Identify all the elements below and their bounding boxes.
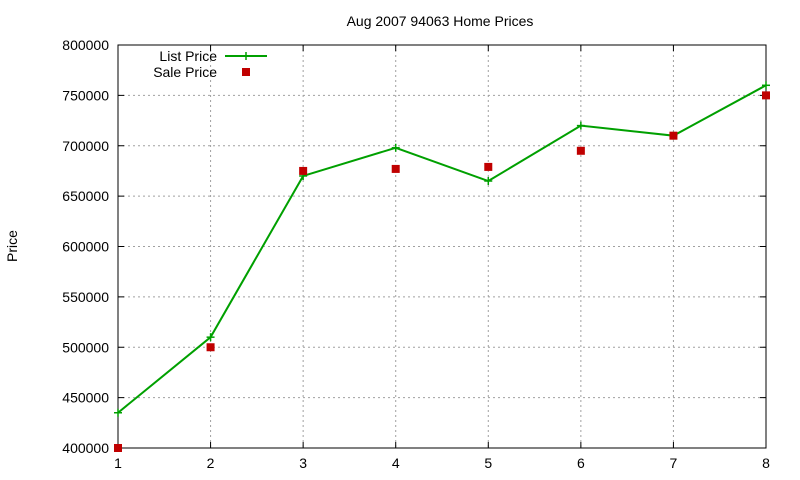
data-point	[762, 81, 770, 90]
y-tick-label: 650000	[62, 188, 109, 204]
data-point	[114, 408, 122, 417]
x-tick-label: 7	[670, 455, 678, 471]
x-tick-label: 5	[484, 455, 492, 471]
data-point	[391, 143, 400, 152]
data-point	[484, 177, 493, 186]
y-tick-label: 550000	[62, 289, 109, 305]
y-tick-label: 450000	[62, 390, 109, 406]
x-tick-label: 6	[577, 455, 585, 471]
legend-label: List Price	[159, 48, 217, 64]
y-tick-label: 400000	[62, 440, 109, 456]
grid	[118, 45, 766, 448]
series-list-price	[114, 81, 770, 417]
y-tick-label: 500000	[62, 339, 109, 355]
data-point	[576, 121, 585, 130]
y-tick-label: 600000	[62, 239, 109, 255]
legend-marker	[242, 52, 250, 60]
legend-label: Sale Price	[153, 64, 217, 80]
x-tick-label: 2	[207, 455, 215, 471]
x-tick-label: 8	[762, 455, 770, 471]
y-axis-label: Price	[4, 230, 20, 262]
series-sale-price	[114, 91, 770, 452]
data-point	[576, 146, 585, 155]
chart-title: Aug 2007 94063 Home Prices	[347, 13, 534, 29]
x-tick-label: 3	[299, 455, 307, 471]
y-tick-label: 700000	[62, 138, 109, 154]
series-line	[117, 84, 767, 414]
y-tick-label: 800000	[62, 37, 109, 53]
axes: 400000 450000 500000 550000 600000 650000 7000…	[62, 37, 770, 471]
x-tick-label: 1	[114, 455, 122, 471]
series	[114, 81, 770, 452]
data-point	[484, 162, 493, 171]
data-point	[762, 91, 770, 100]
y-tick-label: 750000	[62, 87, 109, 103]
data-point	[206, 333, 215, 342]
legend-marker	[242, 68, 250, 76]
data-point	[391, 164, 400, 173]
x-tick-label: 4	[392, 455, 400, 471]
data-point	[299, 166, 308, 175]
data-point	[206, 343, 215, 352]
data-point	[669, 131, 678, 140]
data-point	[114, 444, 122, 452]
